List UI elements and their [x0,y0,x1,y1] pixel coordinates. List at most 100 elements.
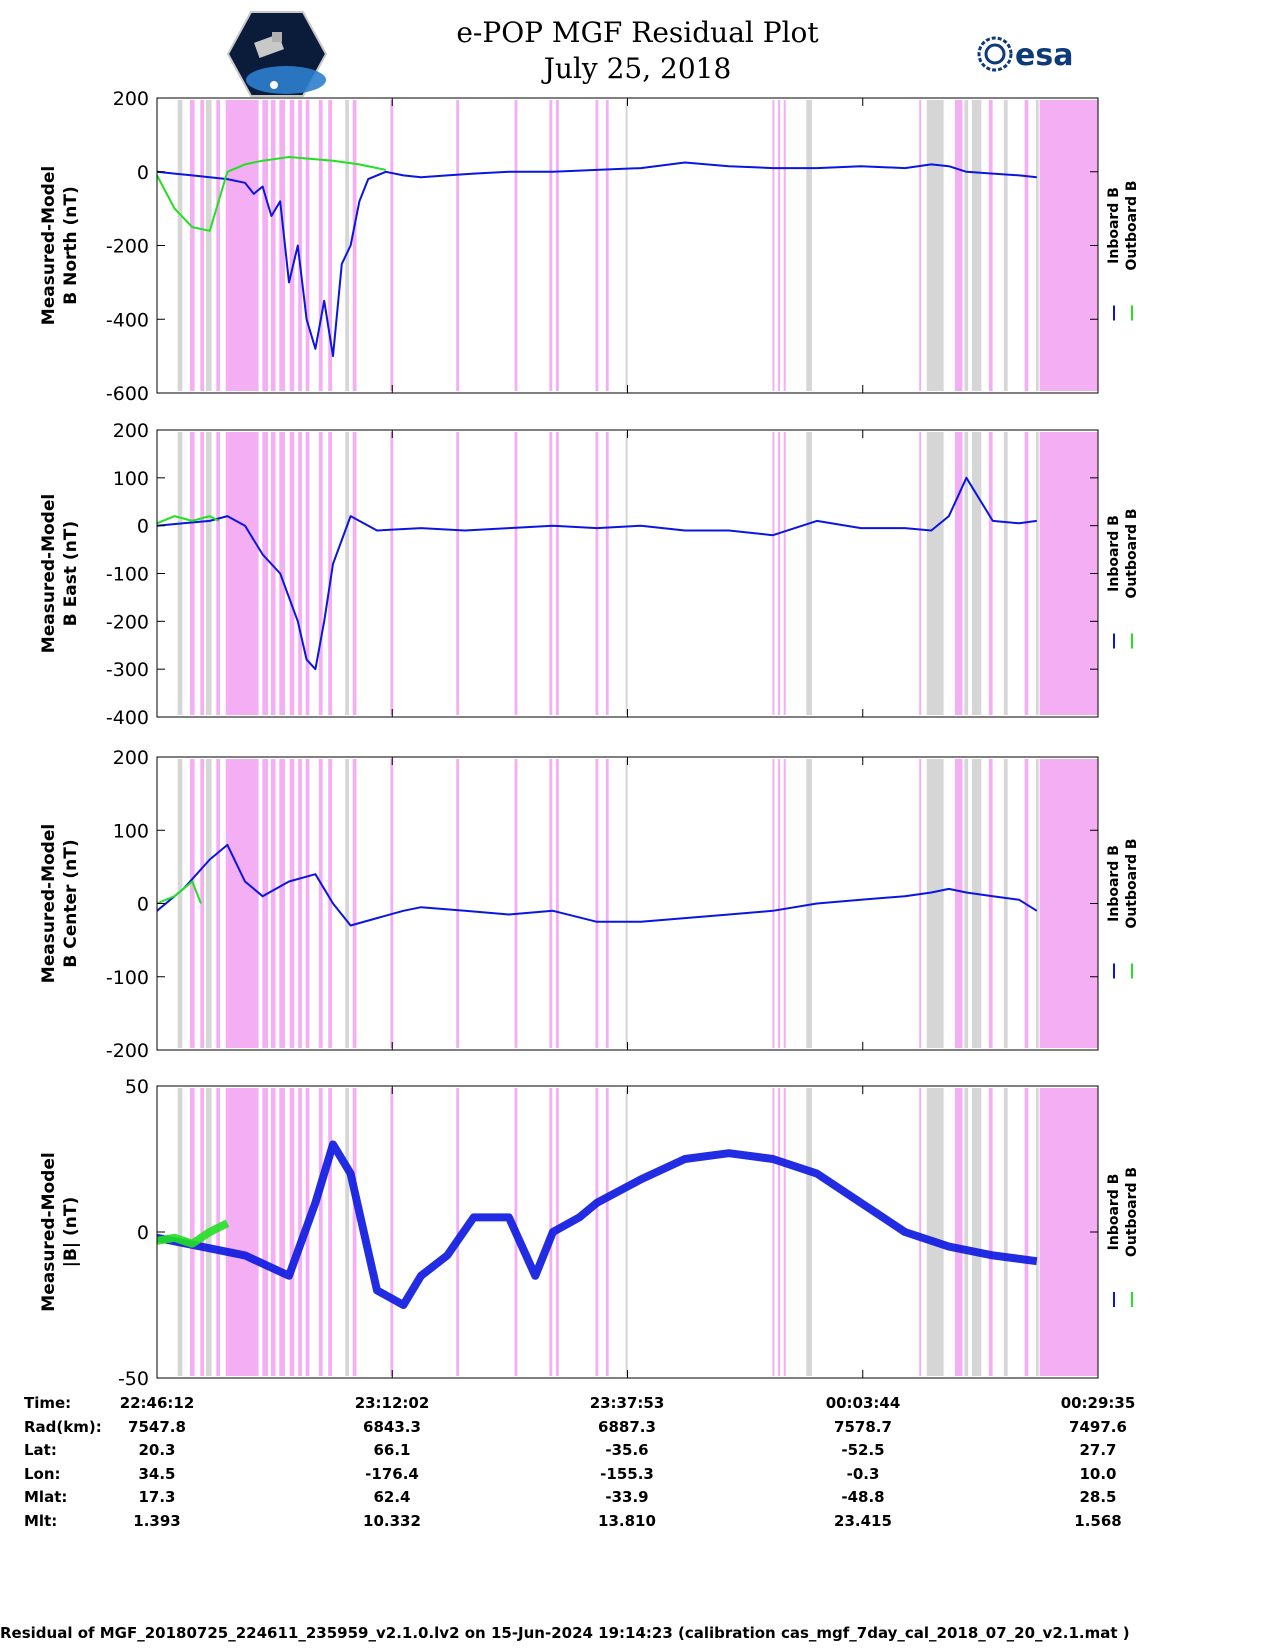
gray-shade-band [345,1088,349,1376]
pink-shade-band [549,759,553,1048]
pink-shade-band [289,432,295,715]
pink-shade-band [298,1088,302,1376]
info-row-value: 10.332 [363,1511,421,1530]
y-tick-label: 100 [113,820,149,842]
gray-shade-band [926,100,944,391]
y-axis-label-line: Measured-Model [39,1152,59,1311]
y-tick-label: -400 [106,707,149,729]
info-row-value: 27.7 [1079,1441,1117,1459]
gray-shade-band [964,759,969,1048]
info-row-value: 00:29:35 [1060,1394,1136,1412]
y-tick-label: 200 [113,747,149,769]
pink-shade-band [279,759,285,1048]
pink-shade-band [605,432,609,715]
info-row-value: 23:37:53 [589,1394,665,1412]
pink-shade-band [783,432,786,715]
plot-title: e-POP MGF Residual Plot [456,16,819,49]
pink-shade-band [328,432,333,715]
gray-shade-band [1003,1088,1008,1376]
pink-shade-band [1039,432,1098,715]
pink-shade-band [318,432,323,715]
info-row-value: -0.3 [846,1464,880,1483]
legend-labels: Inboard B Outboard B [1106,838,1140,928]
y-axis-label-line: Measured-Model [39,824,59,983]
pink-shade-band [318,759,323,1048]
pink-shade-band [605,759,609,1048]
y-tick-label: -400 [106,309,149,331]
pink-shade-band [225,759,259,1048]
gray-shade-band [806,432,812,715]
info-row-value: 1.393 [133,1511,181,1530]
pink-shade-band [390,432,394,715]
info-row-value: 20.3 [138,1441,176,1459]
series-line-outboard-b [156,515,220,525]
gray-shade-band [964,1088,969,1376]
pink-shade-band [605,100,609,391]
pink-shade-band [328,100,333,391]
gray-shade-band [177,432,183,715]
y-axis-label-line: Measured-Model [39,494,59,653]
pink-shade-band [1024,1088,1029,1376]
info-row-value: -176.4 [365,1464,419,1483]
pink-shade-band [189,1088,195,1376]
pink-shade-band [595,100,599,391]
y-tick-label: -100 [106,967,149,989]
info-row-label: Time: [24,1394,72,1412]
legend-labels: Inboard B Outboard B [1106,1167,1140,1257]
gray-shade-band [971,100,982,391]
y-axis-label: Measured-Model |B| (nT) [39,1152,81,1311]
legend-entry: Inboard B [1106,845,1122,922]
pink-shade-band [298,759,302,1048]
pink-shade-band [305,100,310,391]
pink-shade-band [318,1088,323,1376]
pink-shade-band [352,759,357,1048]
gray-shade-band [177,759,183,1048]
legend-entry: Inboard B [1106,187,1122,264]
svg-text:esa: esa [1015,38,1073,73]
series-line-inboard-b [156,1140,1038,1309]
pink-shade-band [778,759,781,1048]
gray-shade-band [177,100,183,391]
gray-shade-band [806,759,812,1048]
pink-shade-band [352,100,357,391]
pink-shade-band [456,100,460,391]
pink-shade-band [216,432,221,715]
pink-shade-band [778,1088,781,1376]
pink-shade-band [919,1088,922,1376]
pink-shade-band [390,100,394,391]
panel-4: 50 0 -50 Measured-Model |B| (nT) Inboard B Out… [39,1076,1140,1390]
pink-shade-band [783,759,786,1048]
y-tick-label: 0 [137,162,149,184]
pink-shade-band [390,759,394,1048]
pink-shade-band [772,100,775,391]
pink-shade-band [772,759,775,1048]
y-tick-label: -200 [106,1040,149,1062]
y-tick-label: -50 [118,1368,149,1390]
y-tick-label: -300 [106,659,149,681]
y-axis-label: Measured-Model B East (nT) [39,494,81,653]
y-axis-label-line: Measured-Model [39,166,59,325]
info-row-value: 6843.3 [363,1417,421,1436]
pink-shade-band [555,759,559,1048]
pink-shade-band [595,759,599,1048]
pink-shade-band [298,432,302,715]
pink-shade-band [783,100,786,391]
y-tick-label: 0 [137,894,149,916]
info-row-label: Lon: [24,1464,61,1483]
gray-shade-band [625,100,628,391]
pink-shade-band [783,1088,786,1376]
y-tick-label: 0 [137,1222,149,1244]
pink-shade-band [270,759,276,1048]
pink-shade-band [514,100,518,391]
pink-shade-band [225,100,259,391]
pink-shade-band [988,1088,993,1376]
pink-shade-band [772,432,775,715]
pink-shade-band [1024,432,1029,715]
y-tick-label: 200 [113,88,149,110]
pink-shade-band [988,432,993,715]
pink-shade-band [919,100,922,391]
pink-shade-band [270,100,276,391]
pink-shade-band [289,759,295,1048]
gray-shade-band [1035,1088,1039,1376]
gray-shade-band [205,432,212,715]
